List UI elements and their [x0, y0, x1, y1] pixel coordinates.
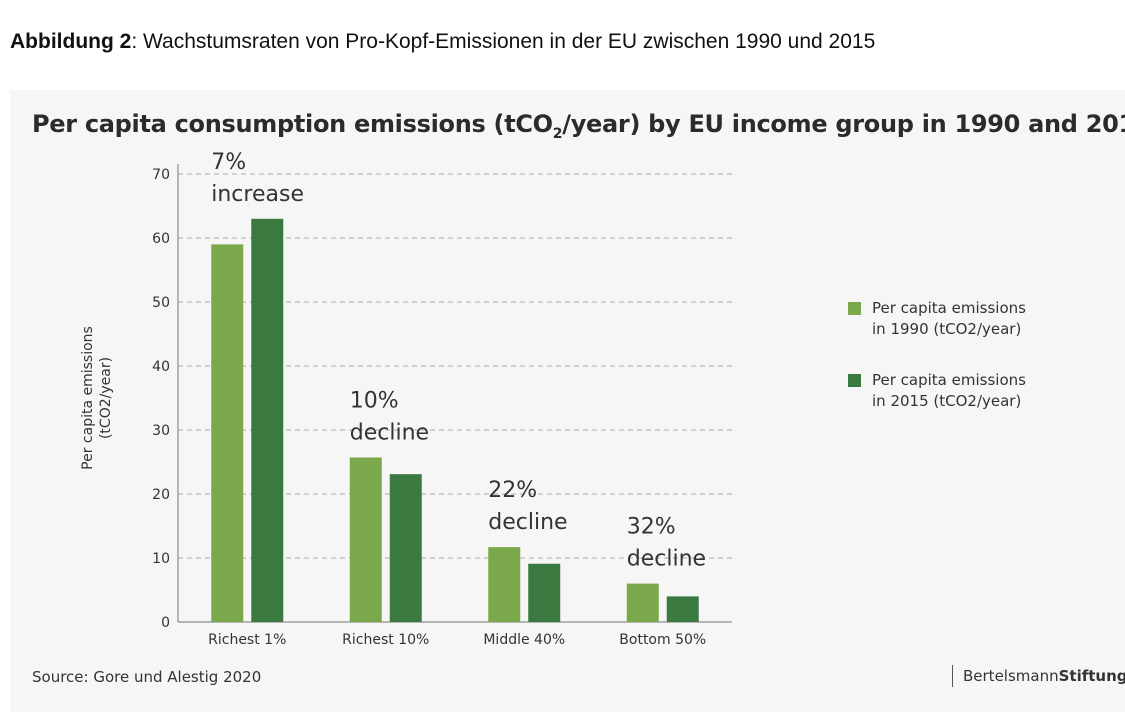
- chart-legend: Per capita emissions in 1990 (tCO2/year)…: [848, 298, 1026, 442]
- bar-2015: [666, 596, 699, 622]
- y-tick-label: 0: [161, 615, 170, 631]
- bar-2015: [251, 218, 284, 623]
- legend-item-1990: Per capita emissions in 1990 (tCO2/year): [848, 298, 1026, 340]
- bar-2015: [528, 563, 561, 622]
- y-tick-label: 70: [152, 167, 170, 183]
- bar-1990: [488, 547, 521, 622]
- y-tick-label: 10: [152, 551, 170, 567]
- annotation-text: decline: [627, 547, 706, 572]
- annotation-text: 22%: [488, 478, 537, 503]
- x-tick-label: Bottom 50%: [619, 632, 706, 648]
- chart-title-part-1: Per capita consumption emissions (tCO: [32, 110, 553, 138]
- y-axis-label: Per capita emissions (tCO2/year): [80, 326, 114, 470]
- y-tick-label: 50: [152, 295, 170, 311]
- brand-bold: Stiftung: [1058, 667, 1125, 685]
- publisher-logo: BertelsmannStiftung: [952, 665, 1125, 687]
- bar-1990: [349, 457, 382, 622]
- figure-caption-prefix: Abbildung 2: [10, 30, 132, 53]
- annotation-text: increase: [211, 182, 304, 207]
- y-tick-label: 60: [152, 231, 170, 247]
- legend-swatch-2015: [848, 374, 861, 387]
- annotation-text: 7%: [211, 150, 246, 175]
- annotation-text: 32%: [627, 515, 676, 540]
- brand-regular: Bertelsmann: [963, 667, 1059, 685]
- x-tick-label: Middle 40%: [483, 632, 565, 648]
- bar-1990: [626, 583, 659, 622]
- legend-swatch-1990: [848, 302, 861, 315]
- legend-label-1990-line1: Per capita emissions: [872, 299, 1026, 317]
- x-tick-label: Richest 1%: [208, 632, 286, 648]
- y-axis-label-line: Per capita emissions: [80, 326, 96, 470]
- annotation-text: decline: [350, 421, 429, 446]
- chart-title-subscript: 2: [552, 125, 563, 142]
- legend-label-2015-line1: Per capita emissions: [872, 371, 1026, 389]
- bar-2015: [389, 474, 422, 622]
- figure-caption-text: : Wachstumsraten von Pro-Kopf-Emissionen…: [131, 30, 876, 53]
- chart-title: Per capita consumption emissions (tCO2/y…: [32, 110, 1125, 142]
- chart-title-part-2: /year) by EU income group in 1990 and 20…: [562, 110, 1125, 138]
- y-tick-label: 40: [152, 359, 170, 375]
- legend-item-2015: Per capita emissions in 2015 (tCO2/year): [848, 370, 1026, 412]
- legend-label-1990-line2: in 1990 (tCO2/year): [872, 320, 1022, 338]
- source-note: Source: Gore und Alestig 2020: [32, 668, 262, 686]
- chart-panel: Per capita consumption emissions (tCO2/y…: [10, 90, 1125, 712]
- annotation-text: decline: [488, 510, 567, 535]
- y-axis-label-line: (tCO2/year): [98, 357, 114, 439]
- bar-chart: 0 10 20 30 40 50 60 70 Per capita emissions (tCO2…: [80, 150, 732, 648]
- annotation-text: 10%: [350, 389, 399, 414]
- legend-label-2015-line2: in 2015 (tCO2/year): [872, 392, 1022, 410]
- figure-caption: Abbildung 2: Wachstumsraten von Pro-Kopf…: [10, 30, 875, 54]
- y-tick-label: 30: [152, 423, 170, 439]
- bar-1990: [211, 244, 244, 622]
- y-tick-label: 20: [152, 487, 170, 503]
- x-tick-label: Richest 10%: [342, 632, 429, 648]
